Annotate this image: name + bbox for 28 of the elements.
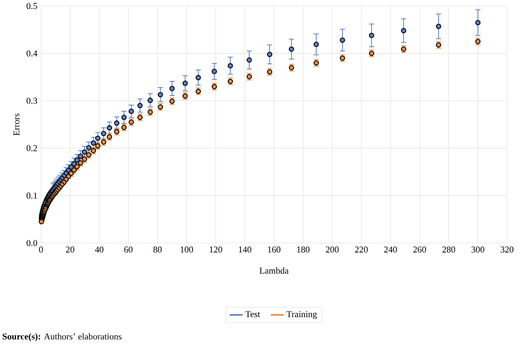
- x-tick-label: 240: [384, 246, 397, 253]
- x-tick-label: 120: [210, 246, 222, 253]
- x-tick-label: 220: [355, 246, 368, 253]
- x-tick-label: 200: [326, 246, 339, 253]
- x-tick-label: 80: [153, 246, 162, 253]
- legend-label: Test: [246, 311, 260, 318]
- x-tick-label: 320: [500, 246, 514, 253]
- legend-label: Training: [286, 311, 317, 320]
- x-tick-label: 100: [180, 246, 194, 253]
- y-tick-label: 0.1: [26, 192, 37, 199]
- y-tick-label: 0.0: [26, 240, 38, 246]
- x-tick-label: 260: [413, 246, 426, 253]
- x-axis-title: Lambda: [260, 267, 289, 274]
- x-tick-label: 300: [472, 246, 484, 253]
- y-tick-label: 0.4: [26, 50, 38, 56]
- x-tick-label: 160: [268, 246, 280, 253]
- x-tick-label: 40: [94, 246, 104, 253]
- x-tick-label: 60: [124, 246, 133, 253]
- y-tick-label: 0.3: [26, 98, 38, 104]
- y-axis-title: Errors: [13, 114, 20, 136]
- x-tick-label: 140: [238, 246, 252, 253]
- x-tick-label: 180: [297, 246, 310, 253]
- x-tick-label: 280: [442, 246, 456, 253]
- text: Source(s): Authors’ elaborations: [2, 333, 122, 342]
- x-tick-label: 20: [66, 246, 74, 253]
- y-tick-label: 0.2: [26, 145, 37, 152]
- x-tick-label: 0: [39, 246, 43, 253]
- y-tick-label: 0.5: [26, 2, 38, 10]
